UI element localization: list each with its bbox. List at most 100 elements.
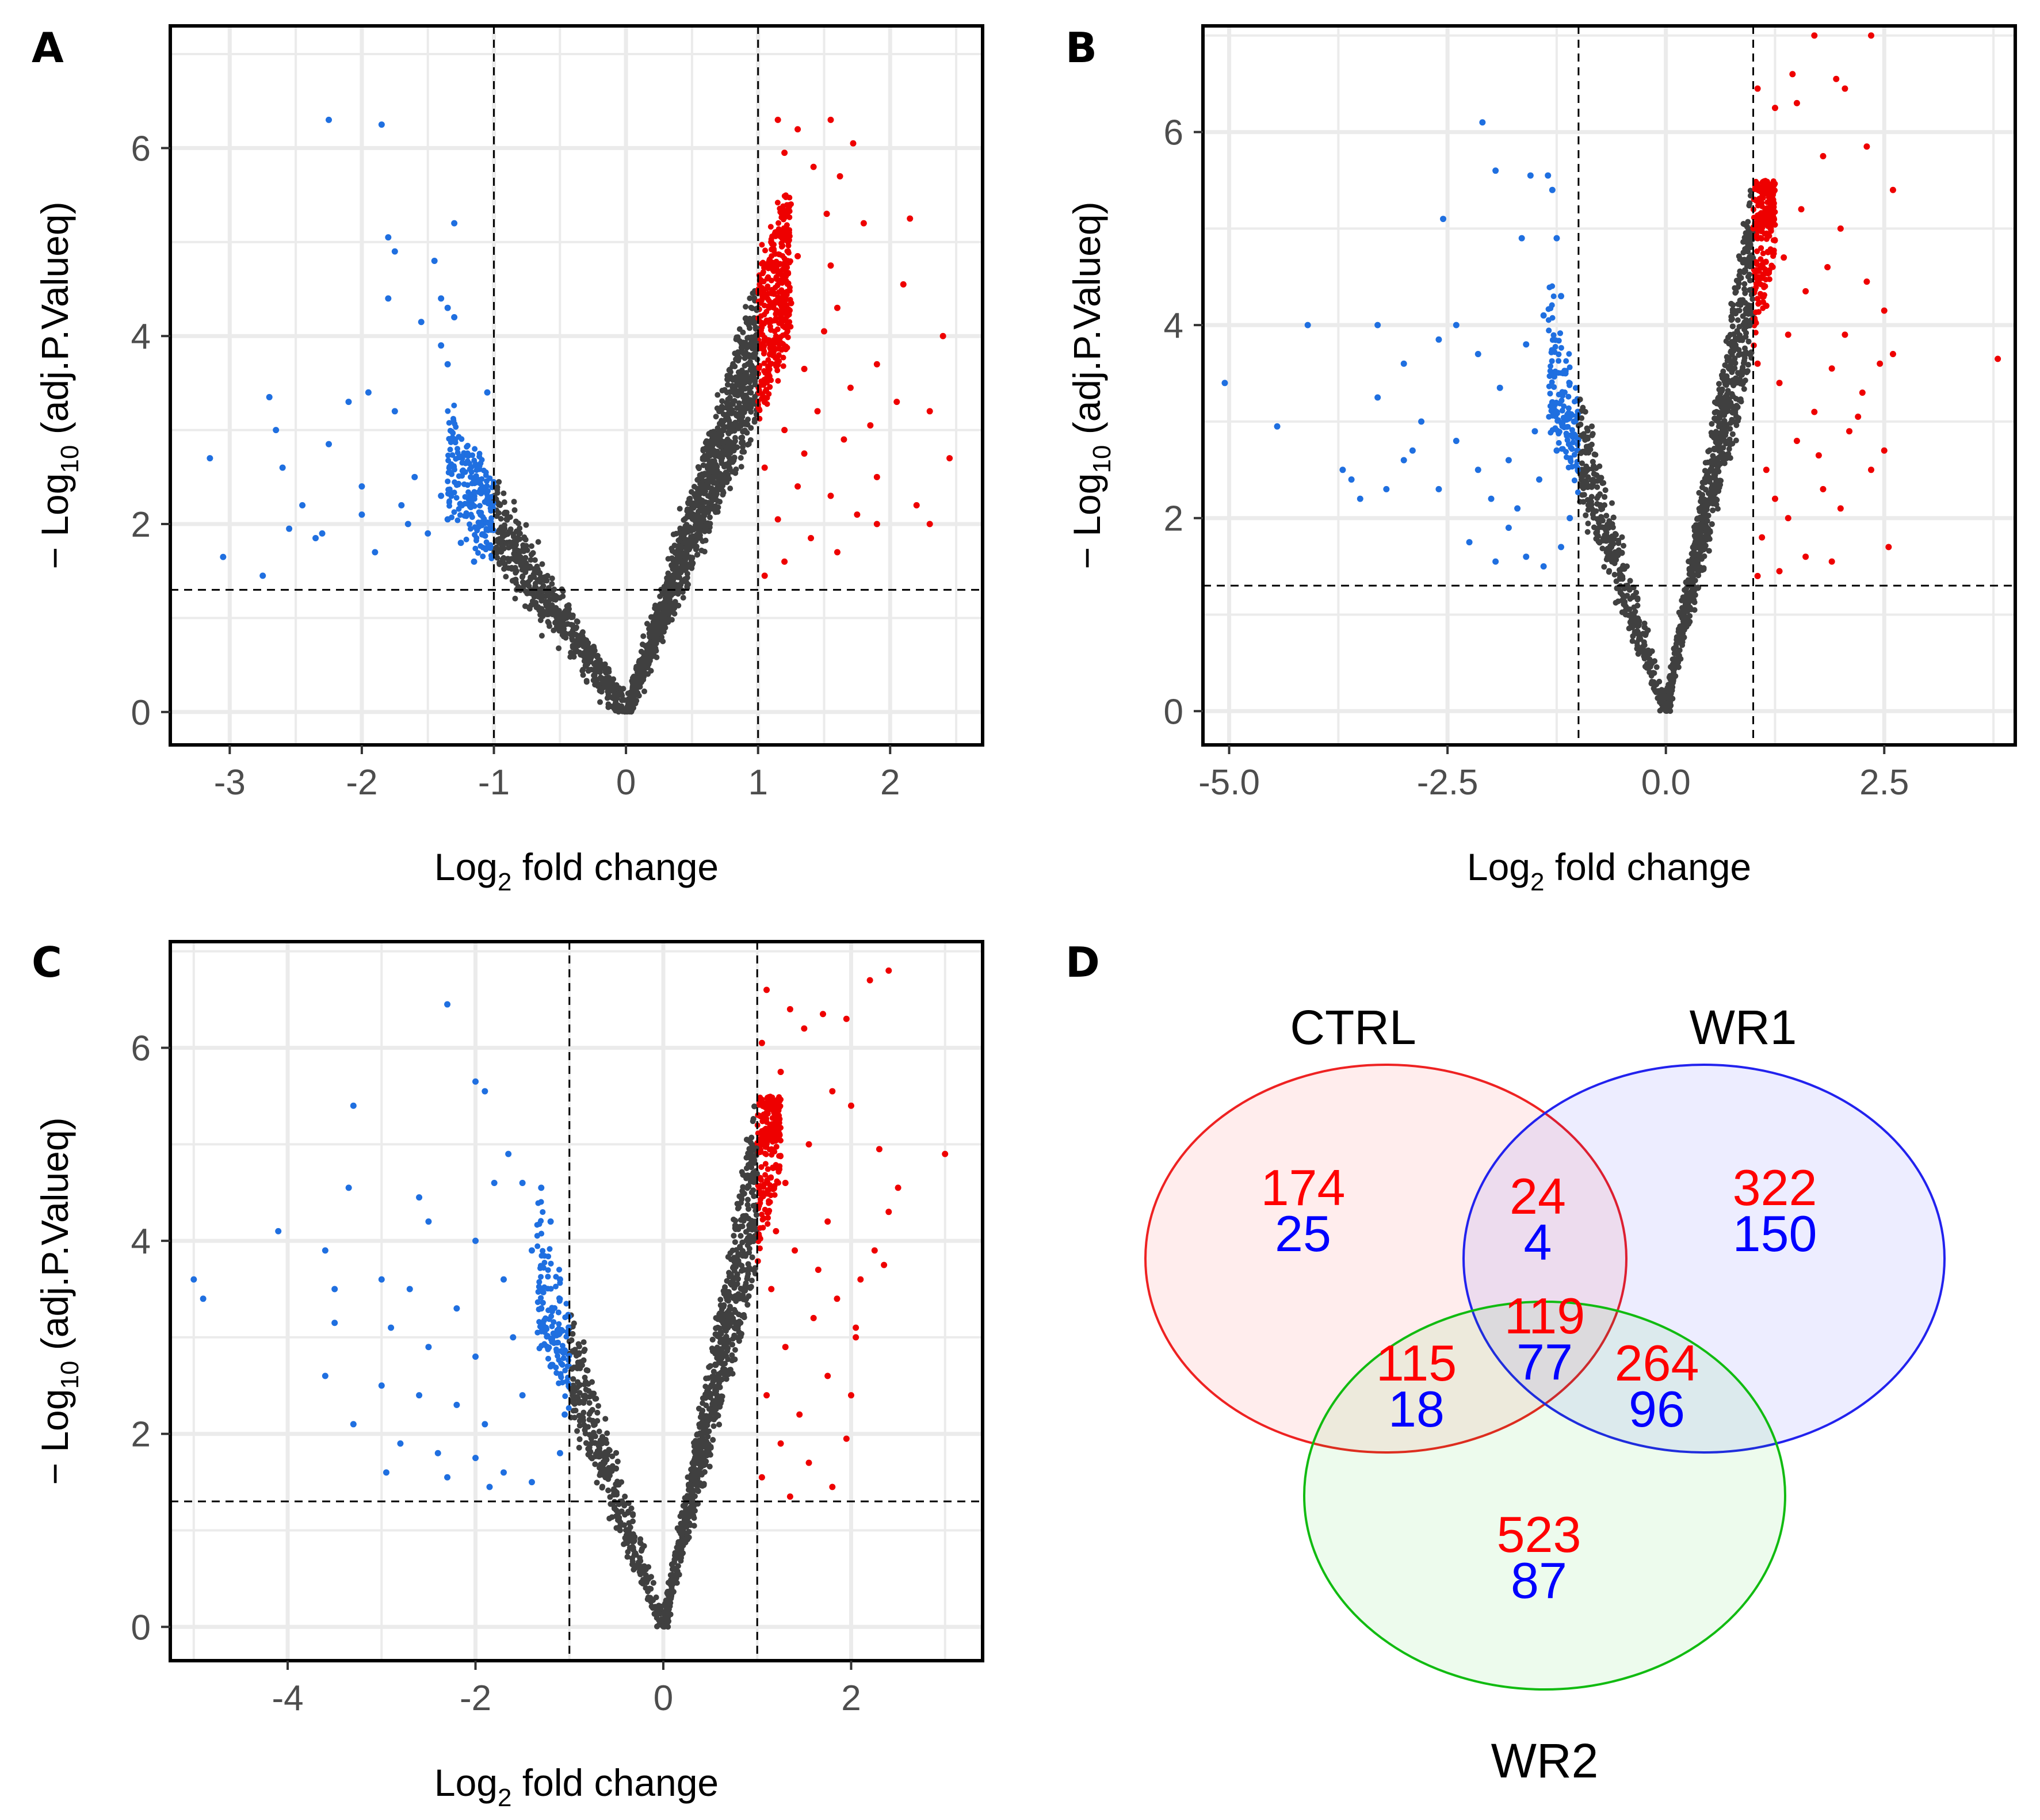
point-down-b <box>1435 336 1442 343</box>
point-ns-a <box>531 594 537 600</box>
point-ns-a <box>644 655 650 662</box>
point-down-b <box>1374 394 1381 401</box>
point-ns-b <box>1762 283 1768 289</box>
point-up-a <box>788 300 794 307</box>
point-ns-b <box>1571 431 1577 438</box>
point-down-a <box>451 314 458 321</box>
point-ns-b <box>1714 506 1721 512</box>
point-ns-a <box>727 374 734 380</box>
point-down-a <box>326 441 333 448</box>
point-ns-a <box>480 467 487 473</box>
point-down-a <box>266 393 273 400</box>
point-ns-a <box>494 490 501 496</box>
point-ns-a <box>777 301 784 307</box>
point-ns-a <box>560 593 566 599</box>
point-ns-b <box>1591 471 1597 477</box>
point-ns-b <box>1681 626 1687 633</box>
point-ns-a <box>602 669 609 675</box>
point-ns-b <box>1764 248 1771 255</box>
point-ns-a <box>700 448 706 454</box>
point-ns-b <box>1722 362 1728 368</box>
point-ns-b <box>1754 248 1760 254</box>
point-ns-a <box>742 362 748 369</box>
point-ns-a <box>701 548 708 555</box>
point-ns-a <box>637 676 643 683</box>
point-ns-a <box>723 469 729 476</box>
point-ns-b <box>1729 391 1735 397</box>
point-ns-a <box>710 492 717 499</box>
point-down-b <box>1453 437 1460 444</box>
point-ns-b <box>1704 518 1710 524</box>
point-ns-a <box>715 441 721 447</box>
point-down-a <box>418 319 425 326</box>
point-ns-a <box>766 373 773 379</box>
point-ns-b <box>1555 370 1561 376</box>
point-ns-a <box>551 586 557 592</box>
point-ns-b <box>1758 290 1764 297</box>
point-ns-b <box>1642 624 1648 630</box>
volcano-panel-a: A Log2 fold change − Log10 (adj.P.Valueq… <box>32 24 984 896</box>
point-ns-a <box>521 557 527 563</box>
point-ns-a <box>629 678 635 684</box>
point-ns-a <box>746 441 752 447</box>
point-ns-a <box>513 568 519 574</box>
point-down-b <box>1545 172 1552 179</box>
point-ns-a <box>739 434 746 441</box>
point-ns-b <box>1717 461 1723 468</box>
point-ns-a <box>771 328 778 335</box>
point-ns-b <box>1560 422 1566 428</box>
point-ns-a <box>475 476 482 483</box>
point-ns-a <box>742 404 748 410</box>
point-ns-a <box>696 495 702 502</box>
point-ns-a <box>612 701 618 707</box>
point-up-a <box>823 211 830 217</box>
point-down-a <box>431 257 438 264</box>
point-ns-a <box>538 633 545 639</box>
point-ns-a <box>496 479 502 485</box>
point-ns-b <box>1742 345 1748 351</box>
point-ns-a <box>625 701 631 707</box>
point-ns-a <box>761 382 767 388</box>
point-ns-b <box>1567 382 1573 388</box>
point-ns-a <box>719 418 725 424</box>
point-ns-a <box>706 514 713 521</box>
point-ns-a <box>765 337 771 343</box>
point-ns-b <box>1732 345 1739 351</box>
point-ns-b <box>1753 284 1759 290</box>
point-ns-b <box>1760 250 1766 257</box>
point-ns-a <box>701 528 708 534</box>
point-down-a <box>425 530 431 537</box>
point-ns-b <box>1713 496 1720 502</box>
point-ns-a <box>561 631 568 637</box>
point-ns-a <box>459 460 465 466</box>
point-ns-a <box>447 446 453 453</box>
plot-area-a <box>170 26 983 745</box>
point-ns-b <box>1679 639 1686 645</box>
point-ns-a <box>528 564 534 571</box>
point-ns-a <box>715 392 721 398</box>
point-ns-b <box>1735 317 1741 323</box>
point-ns-b <box>1572 385 1579 391</box>
point-up-a <box>761 572 768 579</box>
point-ns-a <box>500 533 506 540</box>
point-ns-a <box>761 360 767 366</box>
point-ns-a <box>586 658 593 664</box>
point-ns-a <box>784 222 790 228</box>
point-ns-b <box>1575 489 1581 495</box>
point-ns-a <box>782 194 789 200</box>
point-ns-a <box>652 602 658 609</box>
point-ns-b <box>1732 338 1738 344</box>
point-ns-a <box>694 552 700 558</box>
point-ns-a <box>728 410 735 416</box>
point-ns-a <box>684 575 690 581</box>
point-ns-a <box>619 697 625 703</box>
point-ns-b <box>1699 484 1706 491</box>
point-ns-a <box>778 243 785 250</box>
point-ns-a <box>710 440 716 446</box>
point-down-a <box>411 473 418 480</box>
point-ns-b <box>1720 456 1726 462</box>
point-up-a <box>794 253 801 259</box>
point-ns-b <box>1577 421 1584 427</box>
point-ns-a <box>649 623 655 629</box>
point-ns-a <box>765 364 771 370</box>
